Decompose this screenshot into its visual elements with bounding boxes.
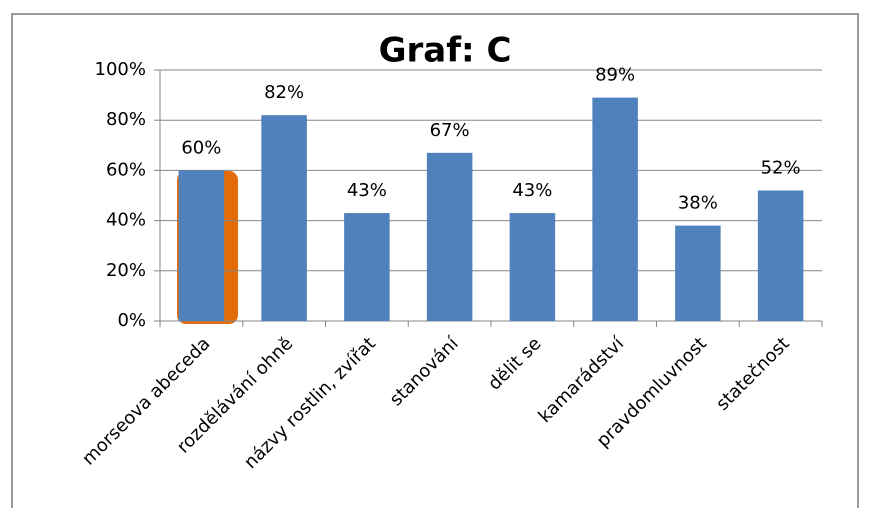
data-label: 82% bbox=[264, 82, 304, 103]
y-tick-label: 80% bbox=[106, 109, 146, 130]
y-tick-label: 100% bbox=[95, 59, 146, 80]
bar bbox=[675, 225, 721, 321]
bar bbox=[757, 190, 804, 321]
bar bbox=[509, 213, 556, 321]
bar bbox=[261, 115, 307, 322]
data-label: 60% bbox=[181, 137, 221, 158]
data-label: 43% bbox=[347, 180, 387, 201]
bar bbox=[178, 170, 225, 321]
data-label: 67% bbox=[430, 120, 470, 141]
y-tick-label: 40% bbox=[106, 210, 146, 231]
frame bbox=[11, 13, 859, 508]
chart-title: Graf: C bbox=[379, 31, 512, 71]
bar bbox=[344, 213, 390, 321]
bar bbox=[426, 152, 473, 321]
y-tick-label: 20% bbox=[106, 260, 146, 281]
data-label: 52% bbox=[761, 157, 801, 178]
y-tick-label: 0% bbox=[117, 310, 146, 331]
data-label: 89% bbox=[595, 65, 635, 86]
data-label: 38% bbox=[678, 193, 718, 214]
y-tick-label: 60% bbox=[106, 159, 146, 180]
data-label: 43% bbox=[512, 180, 552, 201]
bar bbox=[592, 97, 638, 321]
